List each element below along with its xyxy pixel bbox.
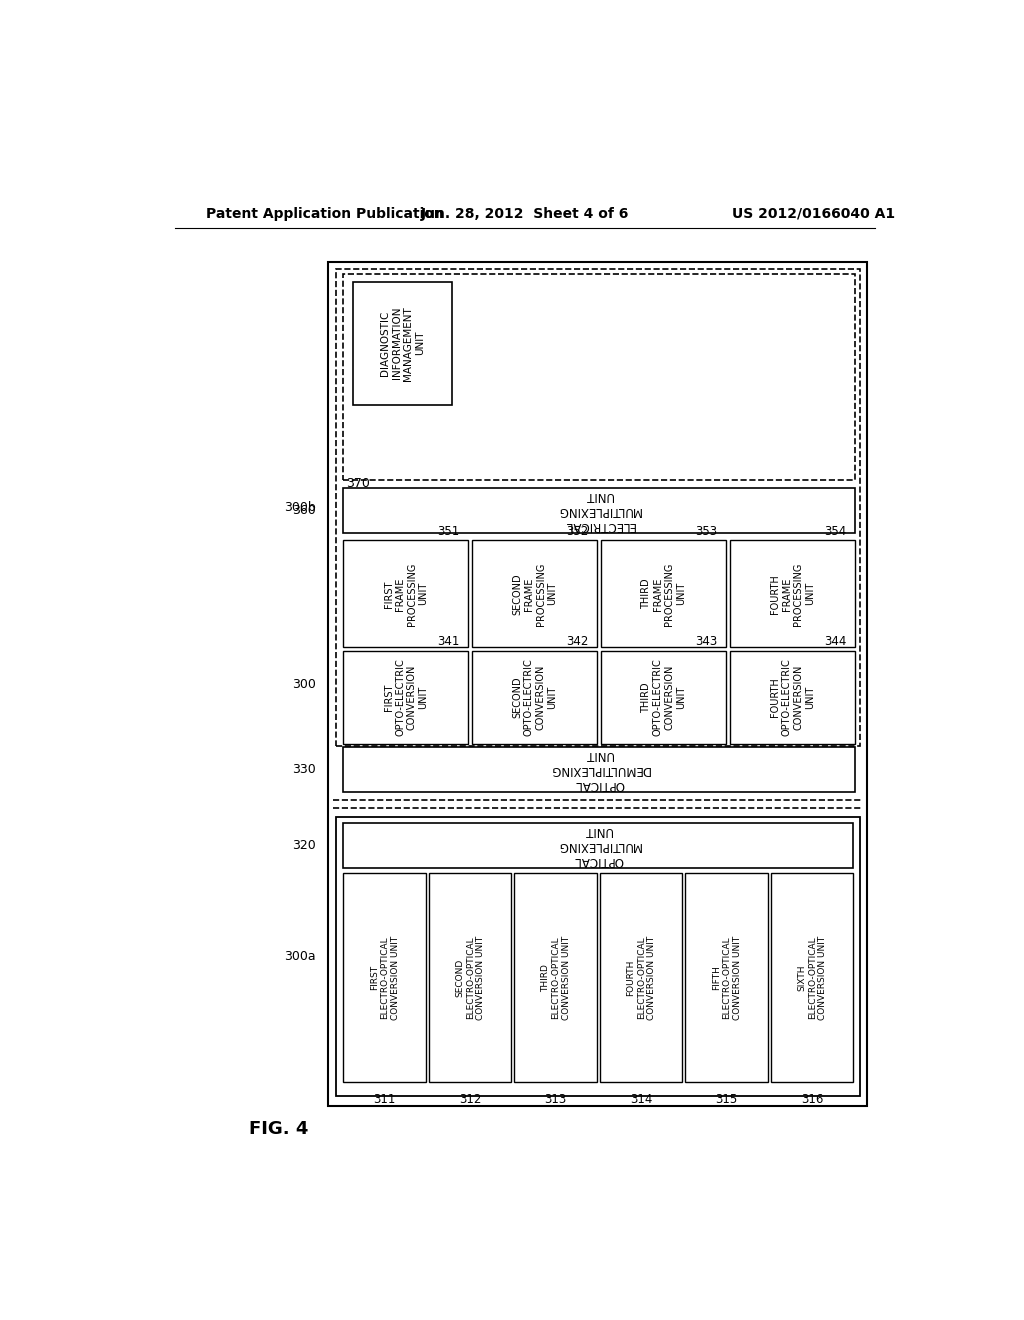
Text: FOURTH
OPTO-ELECTRIC
CONVERSION
UNIT: FOURTH OPTO-ELECTRIC CONVERSION UNIT	[770, 659, 815, 737]
Bar	[771, 873, 853, 1082]
Text: SIXTH
ELECTRO-OPTICAL
CONVERSION UNIT: SIXTH ELECTRO-OPTICAL CONVERSION UNIT	[798, 936, 827, 1020]
Bar	[343, 822, 853, 867]
Text: 300: 300	[292, 677, 315, 690]
Text: THIRD
FRAME
PROCESSING
UNIT: THIRD FRAME PROCESSING UNIT	[641, 562, 686, 626]
Text: 344: 344	[823, 635, 846, 648]
Text: US 2012/0166040 A1: US 2012/0166040 A1	[732, 207, 896, 220]
Text: 311: 311	[374, 1093, 396, 1106]
Bar	[429, 873, 511, 1082]
Text: FIRST
OPTO-ELECTRIC
CONVERSION
UNIT: FIRST OPTO-ELECTRIC CONVERSION UNIT	[384, 659, 428, 737]
Text: 354: 354	[823, 524, 846, 537]
Text: 343: 343	[695, 635, 717, 648]
Bar	[472, 540, 597, 647]
Text: ELECTRICAL
MULTIPLEXING
UNIT: ELECTRICAL MULTIPLEXING UNIT	[557, 488, 641, 532]
Text: 313: 313	[545, 1093, 567, 1106]
Bar	[343, 651, 468, 743]
Bar	[343, 540, 468, 647]
Text: SECOND
OPTO-ELECTRIC
CONVERSION
UNIT: SECOND OPTO-ELECTRIC CONVERSION UNIT	[512, 659, 557, 737]
Text: SECOND
ELECTRO-OPTICAL
CONVERSION UNIT: SECOND ELECTRO-OPTICAL CONVERSION UNIT	[456, 936, 485, 1020]
Text: 314: 314	[630, 1093, 652, 1106]
Bar	[601, 540, 726, 647]
Bar	[601, 651, 726, 743]
Text: 351: 351	[437, 524, 460, 537]
Bar	[730, 651, 855, 743]
Bar	[343, 873, 426, 1082]
Text: FIRST
ELECTRO-OPTICAL
CONVERSION UNIT: FIRST ELECTRO-OPTICAL CONVERSION UNIT	[370, 936, 399, 1020]
Text: FIFTH
ELECTRO-OPTICAL
CONVERSION UNIT: FIFTH ELECTRO-OPTICAL CONVERSION UNIT	[712, 936, 741, 1020]
Text: 300b: 300b	[284, 500, 315, 513]
Text: 300a: 300a	[284, 950, 315, 964]
Text: FIRST
FRAME
PROCESSING
UNIT: FIRST FRAME PROCESSING UNIT	[384, 562, 428, 626]
Bar	[472, 651, 597, 743]
Text: FIG. 4: FIG. 4	[250, 1119, 309, 1138]
Text: 315: 315	[716, 1093, 738, 1106]
Text: FOURTH
ELECTRO-OPTICAL
CONVERSION UNIT: FOURTH ELECTRO-OPTICAL CONVERSION UNIT	[627, 936, 656, 1020]
Text: SECOND
FRAME
PROCESSING
UNIT: SECOND FRAME PROCESSING UNIT	[512, 562, 557, 626]
Bar	[600, 873, 682, 1082]
Text: 360: 360	[292, 504, 315, 517]
Text: 320: 320	[292, 838, 315, 851]
Bar	[685, 873, 768, 1082]
Text: 330: 330	[292, 763, 315, 776]
Text: FOURTH
FRAME
PROCESSING
UNIT: FOURTH FRAME PROCESSING UNIT	[770, 562, 815, 626]
Bar	[343, 275, 855, 480]
Text: 342: 342	[566, 635, 589, 648]
Text: OPTICAL
DEMULTIPLEXING
UNIT: OPTICAL DEMULTIPLEXING UNIT	[549, 748, 649, 791]
Bar	[336, 817, 860, 1096]
Text: Patent Application Publication: Patent Application Publication	[206, 207, 443, 220]
Text: 312: 312	[459, 1093, 481, 1106]
Text: THIRD
OPTO-ELECTRIC
CONVERSION
UNIT: THIRD OPTO-ELECTRIC CONVERSION UNIT	[641, 659, 686, 737]
Bar	[343, 488, 855, 533]
Text: 352: 352	[566, 524, 588, 537]
Text: 341: 341	[437, 635, 460, 648]
Text: 370: 370	[346, 477, 371, 490]
Bar	[336, 268, 860, 746]
Text: Jun. 28, 2012  Sheet 4 of 6: Jun. 28, 2012 Sheet 4 of 6	[421, 207, 629, 220]
Text: 316: 316	[801, 1093, 823, 1106]
Text: OPTICAL
MULTIPLEXING
UNIT: OPTICAL MULTIPLEXING UNIT	[556, 824, 641, 867]
Text: DIAGNOSTIC
INFORMATION
MANAGEMENT
UNIT: DIAGNOSTIC INFORMATION MANAGEMENT UNIT	[380, 306, 425, 380]
Bar	[514, 873, 597, 1082]
Bar	[730, 540, 855, 647]
Bar	[352, 281, 452, 405]
Text: 353: 353	[695, 524, 717, 537]
Bar	[343, 747, 855, 792]
Bar	[328, 263, 866, 1106]
Text: THIRD
ELECTRO-OPTICAL
CONVERSION UNIT: THIRD ELECTRO-OPTICAL CONVERSION UNIT	[541, 936, 570, 1020]
